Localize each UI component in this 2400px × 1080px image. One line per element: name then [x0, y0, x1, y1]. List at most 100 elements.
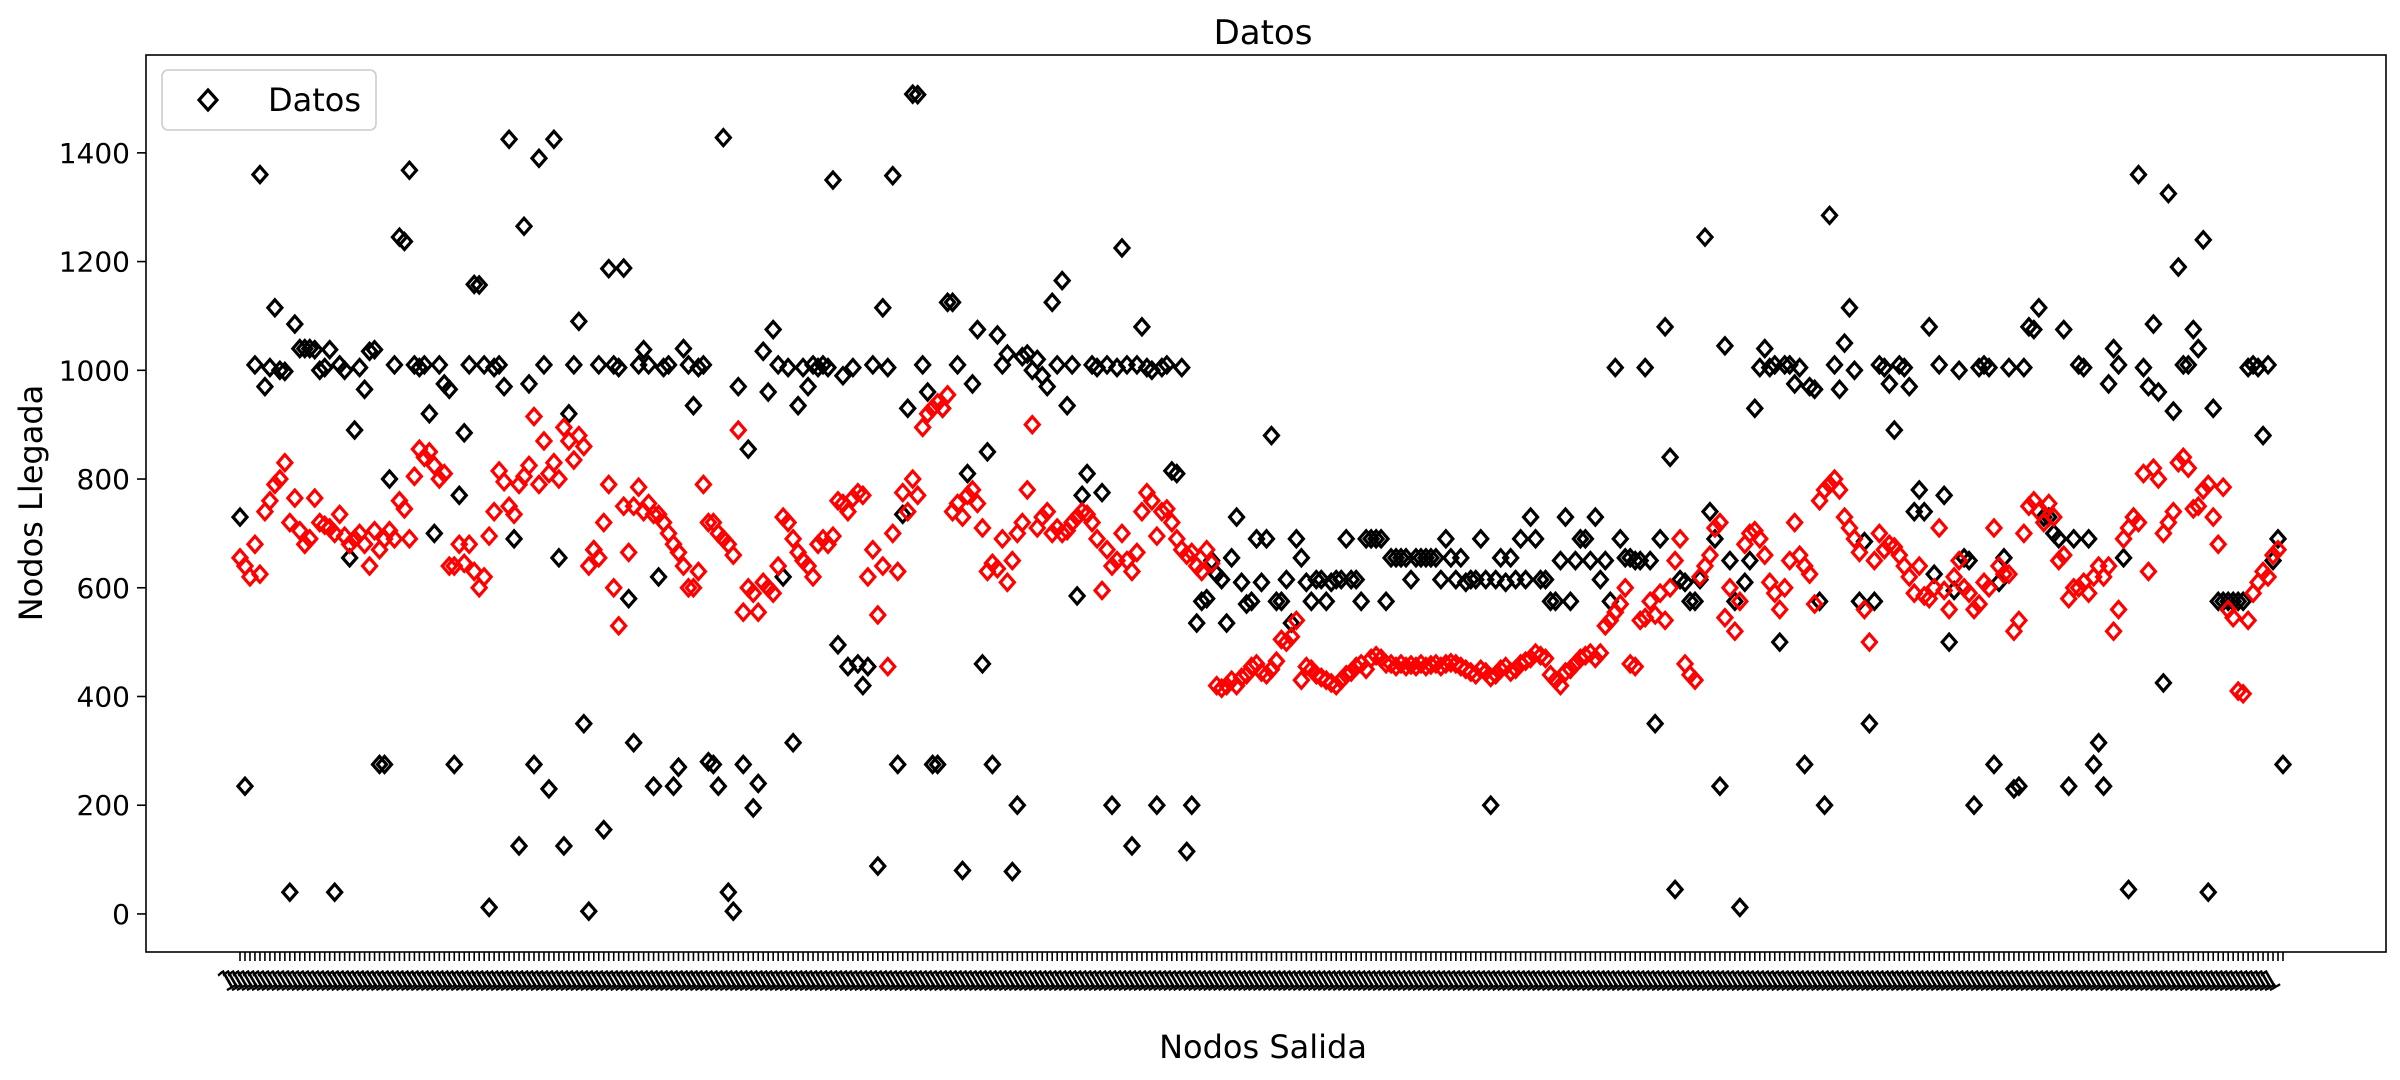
data-point-red: [2234, 683, 2253, 705]
data-point-black: [1481, 794, 1500, 816]
data-point-black: [1949, 359, 1969, 381]
data-point-black: [1735, 571, 1754, 593]
data-point-red: [1964, 599, 1984, 620]
data-point-black: [714, 127, 733, 149]
data-point-red: [2184, 498, 2203, 520]
data-point-red: [803, 566, 823, 588]
data-point-black: [1102, 794, 1122, 816]
data-point-black: [599, 258, 618, 280]
data-point-red: [1815, 479, 1834, 501]
data-point-black: [769, 354, 788, 376]
data-point-black: [230, 506, 250, 528]
data-point-black: [1511, 528, 1530, 550]
data-point-black: [2129, 164, 2148, 186]
data-point-black: [704, 754, 723, 775]
data-point-red: [355, 533, 374, 555]
data-point-black: [485, 357, 504, 379]
data-point-red: [2189, 495, 2208, 517]
data-point-red: [1586, 648, 1605, 669]
data-point-black: [275, 360, 294, 382]
data-point-black: [1596, 550, 1615, 572]
data-point-black: [634, 339, 653, 361]
data-point-black: [639, 354, 658, 376]
data-point-red: [1257, 664, 1276, 686]
data-point-red: [245, 533, 265, 555]
data-point-red: [1501, 661, 1520, 683]
data-point-black: [684, 395, 703, 417]
data-point-black: [1097, 354, 1117, 376]
data-point-red: [1063, 512, 1082, 533]
data-point-red: [644, 503, 663, 525]
data-point-red: [1576, 645, 1595, 667]
data-point-black: [2164, 400, 2183, 422]
data-point-red: [1596, 615, 1615, 637]
data-point-black: [410, 357, 429, 379]
data-point-black: [1660, 446, 1680, 468]
data-point-red: [1715, 607, 1735, 629]
data-point-black: [1690, 569, 1710, 591]
data-point-red: [898, 501, 917, 523]
data-point-red: [1730, 590, 1749, 612]
data-point-red: [2009, 609, 2029, 631]
data-point-black: [1272, 590, 1291, 612]
data-point-red: [460, 533, 479, 555]
data-point-red: [1655, 609, 1675, 631]
data-point-black: [1546, 590, 1565, 612]
data-point-black: [2268, 528, 2288, 550]
data-point-black: [1436, 528, 1455, 550]
data-point-black: [2189, 338, 2208, 359]
data-point-red: [475, 566, 494, 588]
data-point-red: [993, 528, 1012, 550]
data-point-black: [734, 754, 753, 775]
data-point-red: [1949, 550, 1969, 572]
data-point-black: [614, 257, 633, 279]
data-point-black: [1920, 316, 1939, 338]
data-point-black: [1795, 754, 1814, 775]
data-point-black: [719, 881, 738, 903]
data-point-black: [709, 775, 728, 797]
data-point-black: [739, 438, 758, 460]
data-point-black: [1840, 297, 1859, 319]
data-point-red: [1097, 539, 1117, 561]
data-point-red: [1332, 669, 1351, 691]
data-point-black: [1068, 585, 1087, 607]
data-point-red: [878, 656, 897, 678]
data-point-black: [1611, 528, 1630, 550]
data-point-black: [1352, 590, 1371, 612]
data-point-black: [2104, 338, 2123, 359]
data-point-red: [2164, 501, 2183, 523]
data-point-black: [2149, 381, 2168, 403]
data-point-red: [783, 528, 803, 550]
data-point-red: [2039, 493, 2058, 514]
data-point-red: [1491, 658, 1510, 680]
data-point-black: [2049, 528, 2068, 550]
data-point-red: [250, 563, 270, 585]
data-point-red: [2049, 550, 2068, 572]
data-point-black: [2229, 590, 2248, 612]
data-point-black: [260, 357, 280, 379]
data-point-red: [694, 474, 713, 495]
data-point-red: [1855, 599, 1874, 620]
data-point-red: [1591, 642, 1610, 664]
data-point-red: [2199, 474, 2218, 495]
data-point-black: [649, 566, 668, 588]
data-point-red: [1631, 609, 1650, 631]
data-point-black: [913, 354, 932, 376]
data-point-black: [1451, 547, 1470, 569]
data-point-black: [1222, 547, 1241, 569]
data-point-red: [933, 397, 952, 419]
data-point-red: [1232, 667, 1251, 688]
data-point-black: [1910, 479, 1929, 501]
data-point-red: [1023, 414, 1042, 436]
data-point-red: [1720, 577, 1740, 599]
data-point-red: [340, 533, 359, 555]
data-point-black: [644, 775, 663, 797]
data-point-black: [1655, 316, 1675, 338]
data-point-black: [2079, 528, 2098, 550]
data-point-black: [400, 159, 419, 181]
data-point-red: [958, 484, 977, 506]
data-point-red: [1910, 555, 1929, 577]
data-point-black: [1586, 506, 1605, 528]
data-point-red: [1830, 479, 1849, 501]
